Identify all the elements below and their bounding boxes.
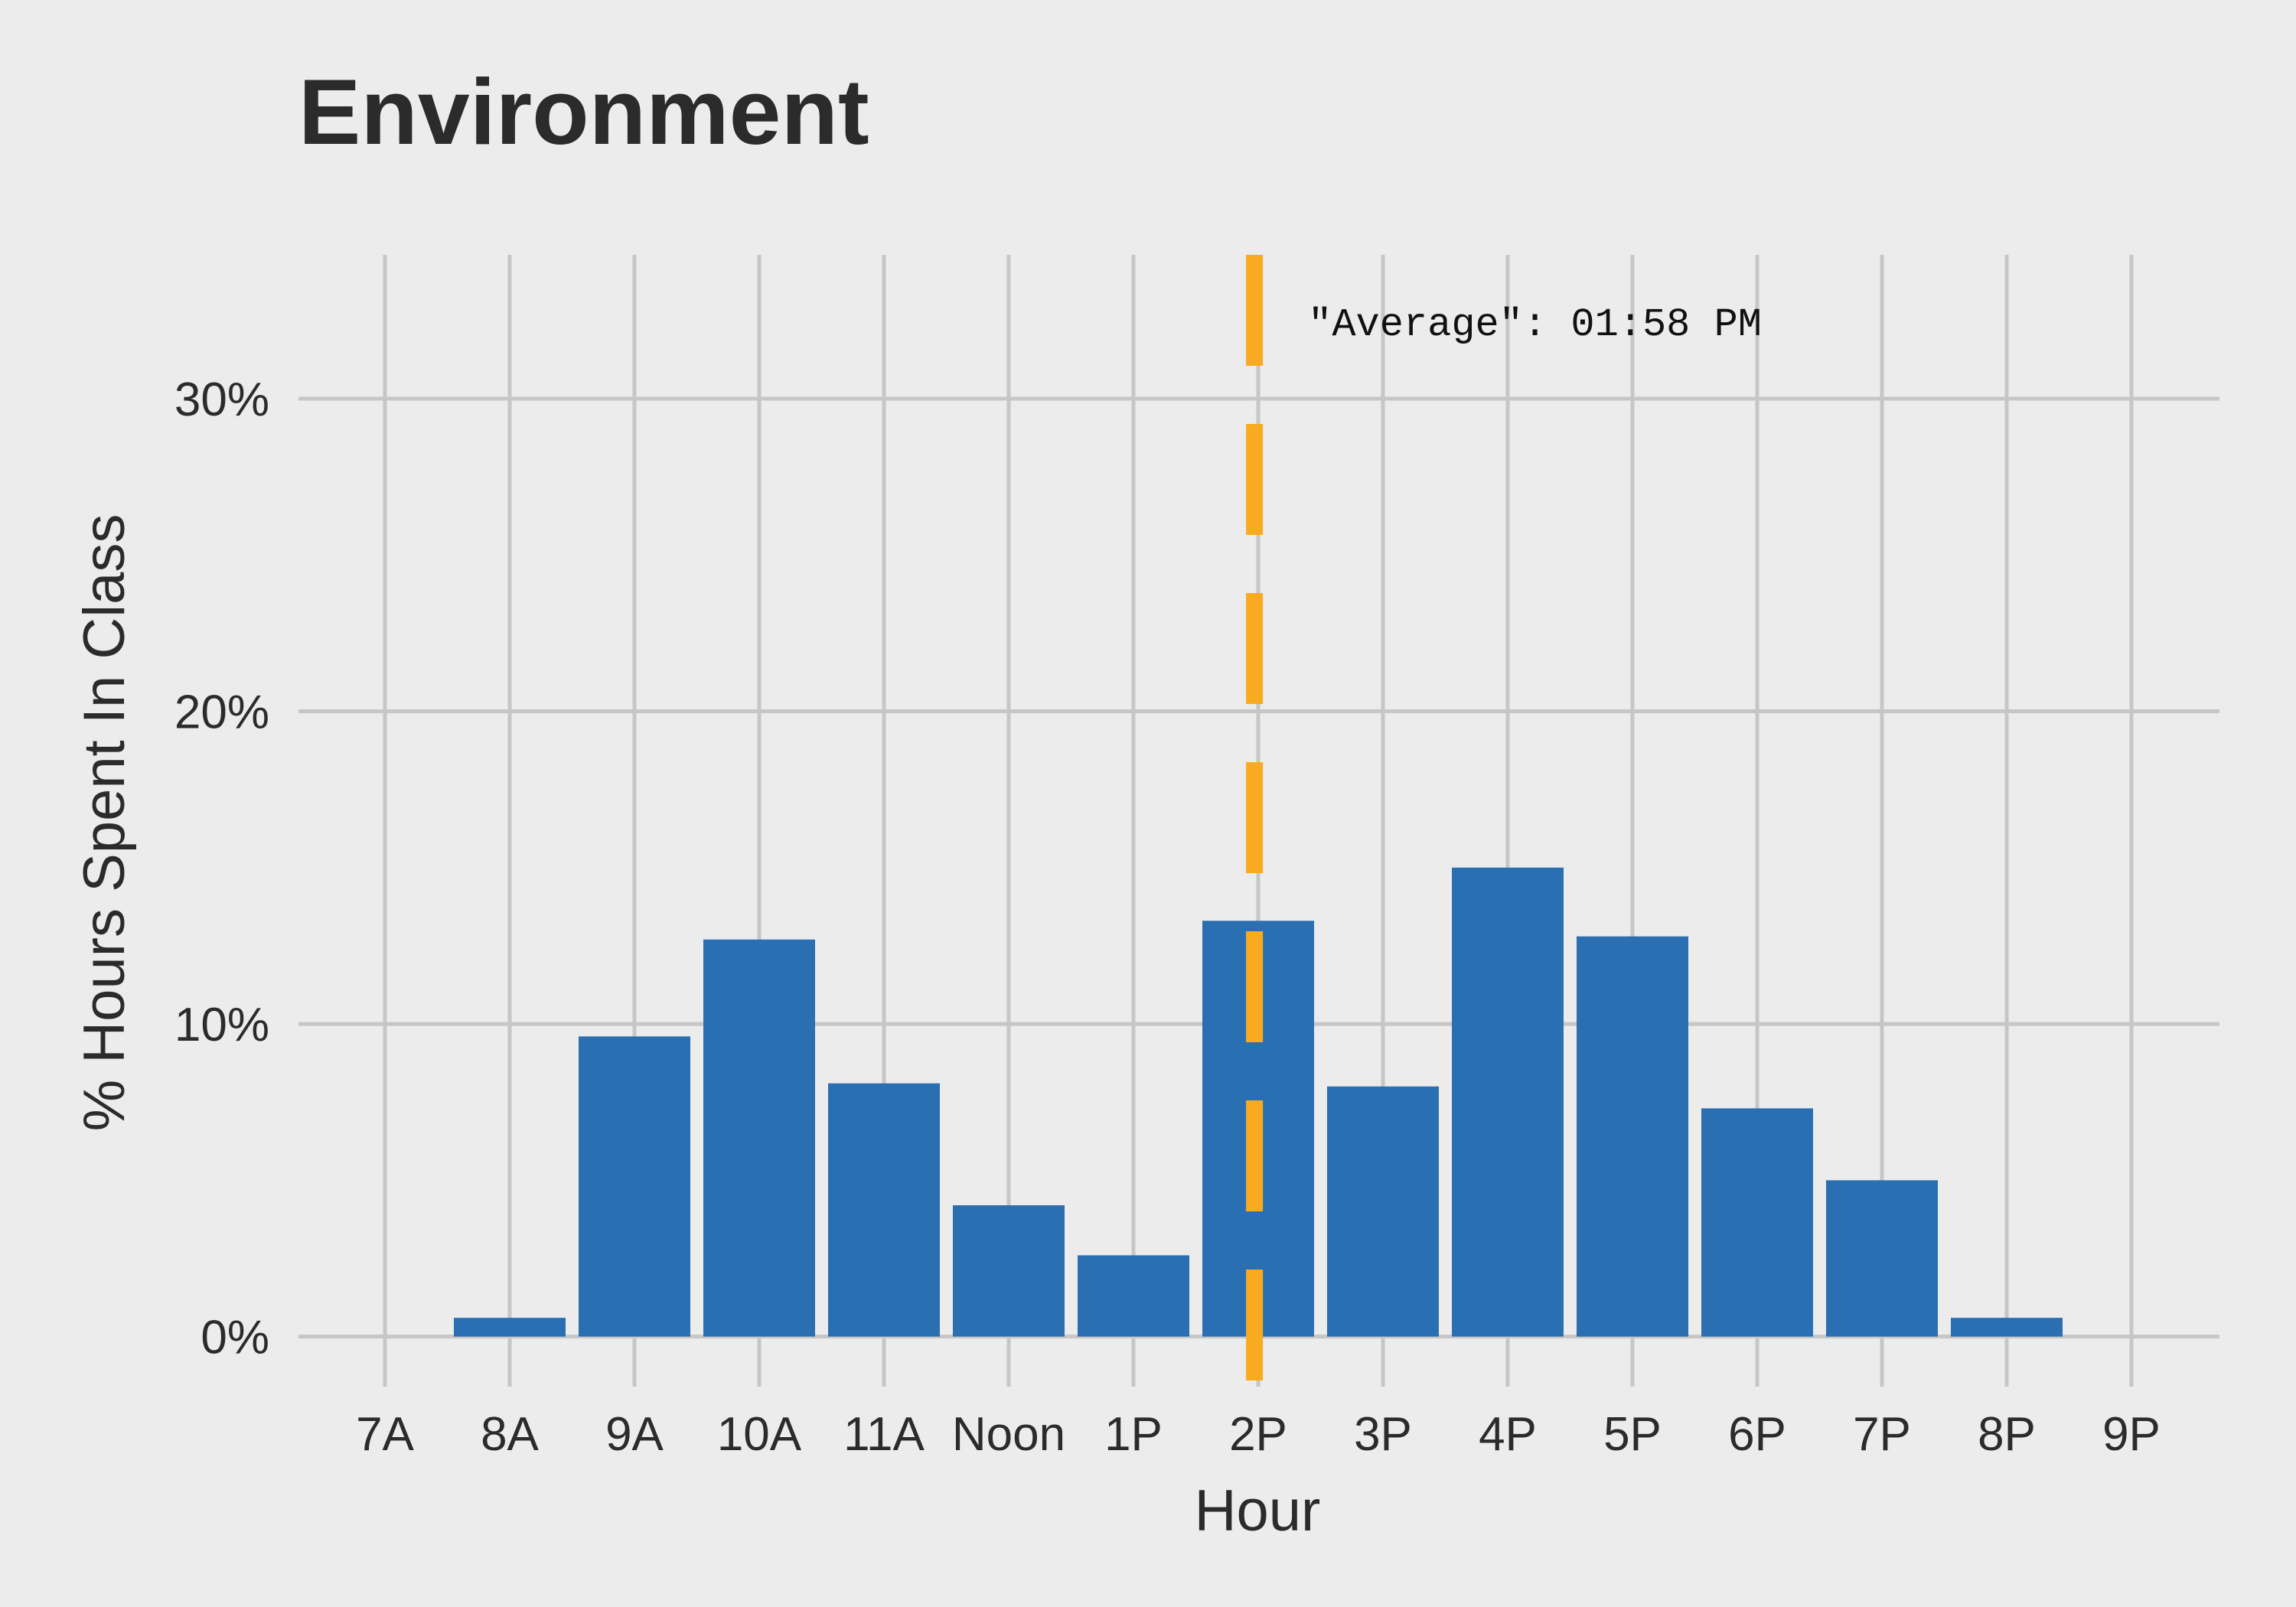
y-tick-label: 30% (174, 373, 269, 426)
bar (828, 1083, 940, 1337)
bar (703, 939, 815, 1337)
x-tick-label: 8A (481, 1408, 539, 1461)
x-tick-label: 10A (717, 1408, 802, 1461)
x-tick-label: 8P (1978, 1408, 2036, 1461)
x-tick-label: 6P (1728, 1408, 1786, 1461)
x-tick-label: 7A (356, 1408, 414, 1461)
bar (1327, 1086, 1439, 1337)
x-tick-label: Noon (952, 1408, 1065, 1461)
y-tick-label: 0% (201, 1312, 269, 1364)
bar (1452, 867, 1564, 1337)
chart-title: Environment (298, 60, 869, 164)
average-annotation: "Average": 01:58 PM (1308, 302, 1762, 347)
x-axis-title: Hour (1195, 1478, 1321, 1543)
average-marker: "Average": 01:58 PM (1246, 255, 1762, 1387)
bar (1951, 1318, 2063, 1337)
y-tick-labels: 0% 10% 20% 30% (174, 373, 269, 1364)
x-tick-label: 3P (1354, 1408, 1412, 1461)
y-axis-title: % Hours Spent In Class (72, 514, 137, 1132)
bars (454, 867, 2063, 1337)
y-tick-label: 20% (174, 686, 269, 739)
bar (1078, 1255, 1189, 1337)
x-tick-label: 1P (1104, 1408, 1163, 1461)
y-tick-label: 10% (174, 999, 269, 1051)
bar (454, 1318, 566, 1337)
x-tick-labels: 7A 8A 9A 10A 11A Noon 1P 2P 3P 4P 5P 6P 7P 8P 9P (356, 1408, 2161, 1461)
x-tick-label: 2P (1229, 1408, 1287, 1461)
x-tick-label: 4P (1479, 1408, 1537, 1461)
x-tick-label: 11A (843, 1408, 925, 1461)
bar (579, 1036, 690, 1337)
bar (1577, 936, 1688, 1337)
x-tick-label: 5P (1603, 1408, 1662, 1461)
bar (1826, 1180, 1938, 1337)
x-tick-label: 9A (605, 1408, 664, 1461)
x-tick-label: 7P (1853, 1408, 1911, 1461)
x-tick-label: 9P (2102, 1408, 2161, 1461)
bar (1701, 1108, 1813, 1337)
bar (953, 1205, 1065, 1337)
